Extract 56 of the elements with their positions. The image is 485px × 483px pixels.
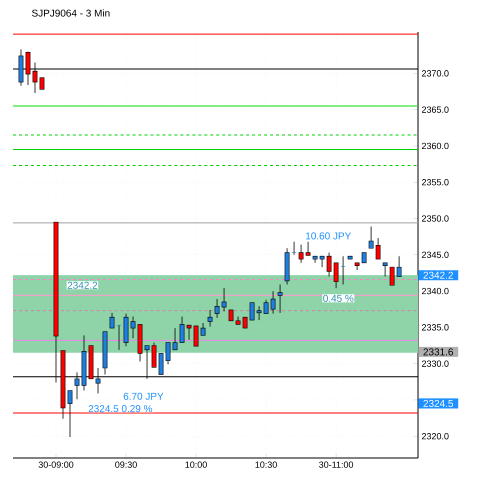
y-tick-label: 2345.0: [422, 252, 449, 258]
y-tick-label: 2350.0: [422, 215, 449, 222]
candlestick: [250, 302, 254, 320]
y-tick-label: 2360.0: [422, 142, 449, 150]
candlestick: [152, 342, 156, 368]
candlestick: [334, 262, 338, 289]
y-tick-label: 2330.0: [422, 360, 449, 367]
candlestick: [186, 324, 192, 340]
x-tick-label: 30-09:00: [38, 462, 74, 468]
annotation: 2342.2: [68, 282, 98, 289]
chart-title: SJPJ9064 - 3 Min: [32, 9, 110, 17]
candlestick: [368, 226, 374, 249]
candlestick: [172, 328, 178, 350]
candlestick: [194, 326, 198, 347]
y-tick-label: 2365.0: [422, 106, 449, 113]
candlestick: [382, 262, 388, 277]
candlestick: [278, 284, 282, 314]
text: 2342.2: [423, 272, 453, 279]
x-tick-label: 09:30: [115, 462, 137, 468]
y-tick-label: 2335.0: [422, 324, 449, 331]
y-tick-label: 2320.0: [422, 433, 449, 440]
candlestick: [110, 312, 114, 328]
annotation: 10.60 JPY: [306, 232, 352, 240]
candlestick: [214, 298, 220, 318]
x-tick-label: 10:30: [256, 462, 277, 468]
x-tick-label: 10:00: [186, 462, 207, 468]
annotation: 2324.5 0.29 %: [88, 405, 152, 412]
candlestick: [222, 288, 226, 312]
candlestick: [264, 299, 268, 314]
text: 2324.5: [423, 400, 454, 407]
annotation: 6.70 JPY: [124, 392, 164, 400]
candlestick: [362, 252, 366, 264]
candlestick: [208, 310, 212, 328]
candlestick: [40, 77, 44, 90]
candlestick: [180, 316, 184, 343]
candlestick: [242, 316, 248, 328]
candlestick: [320, 256, 324, 268]
candlestick: [306, 241, 310, 256]
candlestick: [326, 252, 332, 277]
candlestick: [130, 316, 136, 339]
candlestick: [68, 390, 72, 438]
candlestick: [200, 322, 206, 336]
y-tick-label: 2370.0: [422, 70, 449, 77]
candlestick: [166, 342, 170, 365]
candlestick: [270, 290, 276, 314]
candlestick: [390, 266, 394, 286]
annotation: 0.45 %: [323, 294, 354, 302]
text: 2331.6: [423, 348, 454, 356]
candlestick: [228, 310, 234, 322]
candlestick: [298, 244, 304, 264]
x-tick-label: 30-11:00: [319, 462, 354, 468]
candlestick: [256, 306, 262, 320]
candlestick: [396, 256, 402, 277]
y-tick-label: 2340.0: [422, 288, 449, 294]
y-tick-label: 2355.0: [422, 179, 449, 186]
candlestick: [376, 238, 380, 260]
